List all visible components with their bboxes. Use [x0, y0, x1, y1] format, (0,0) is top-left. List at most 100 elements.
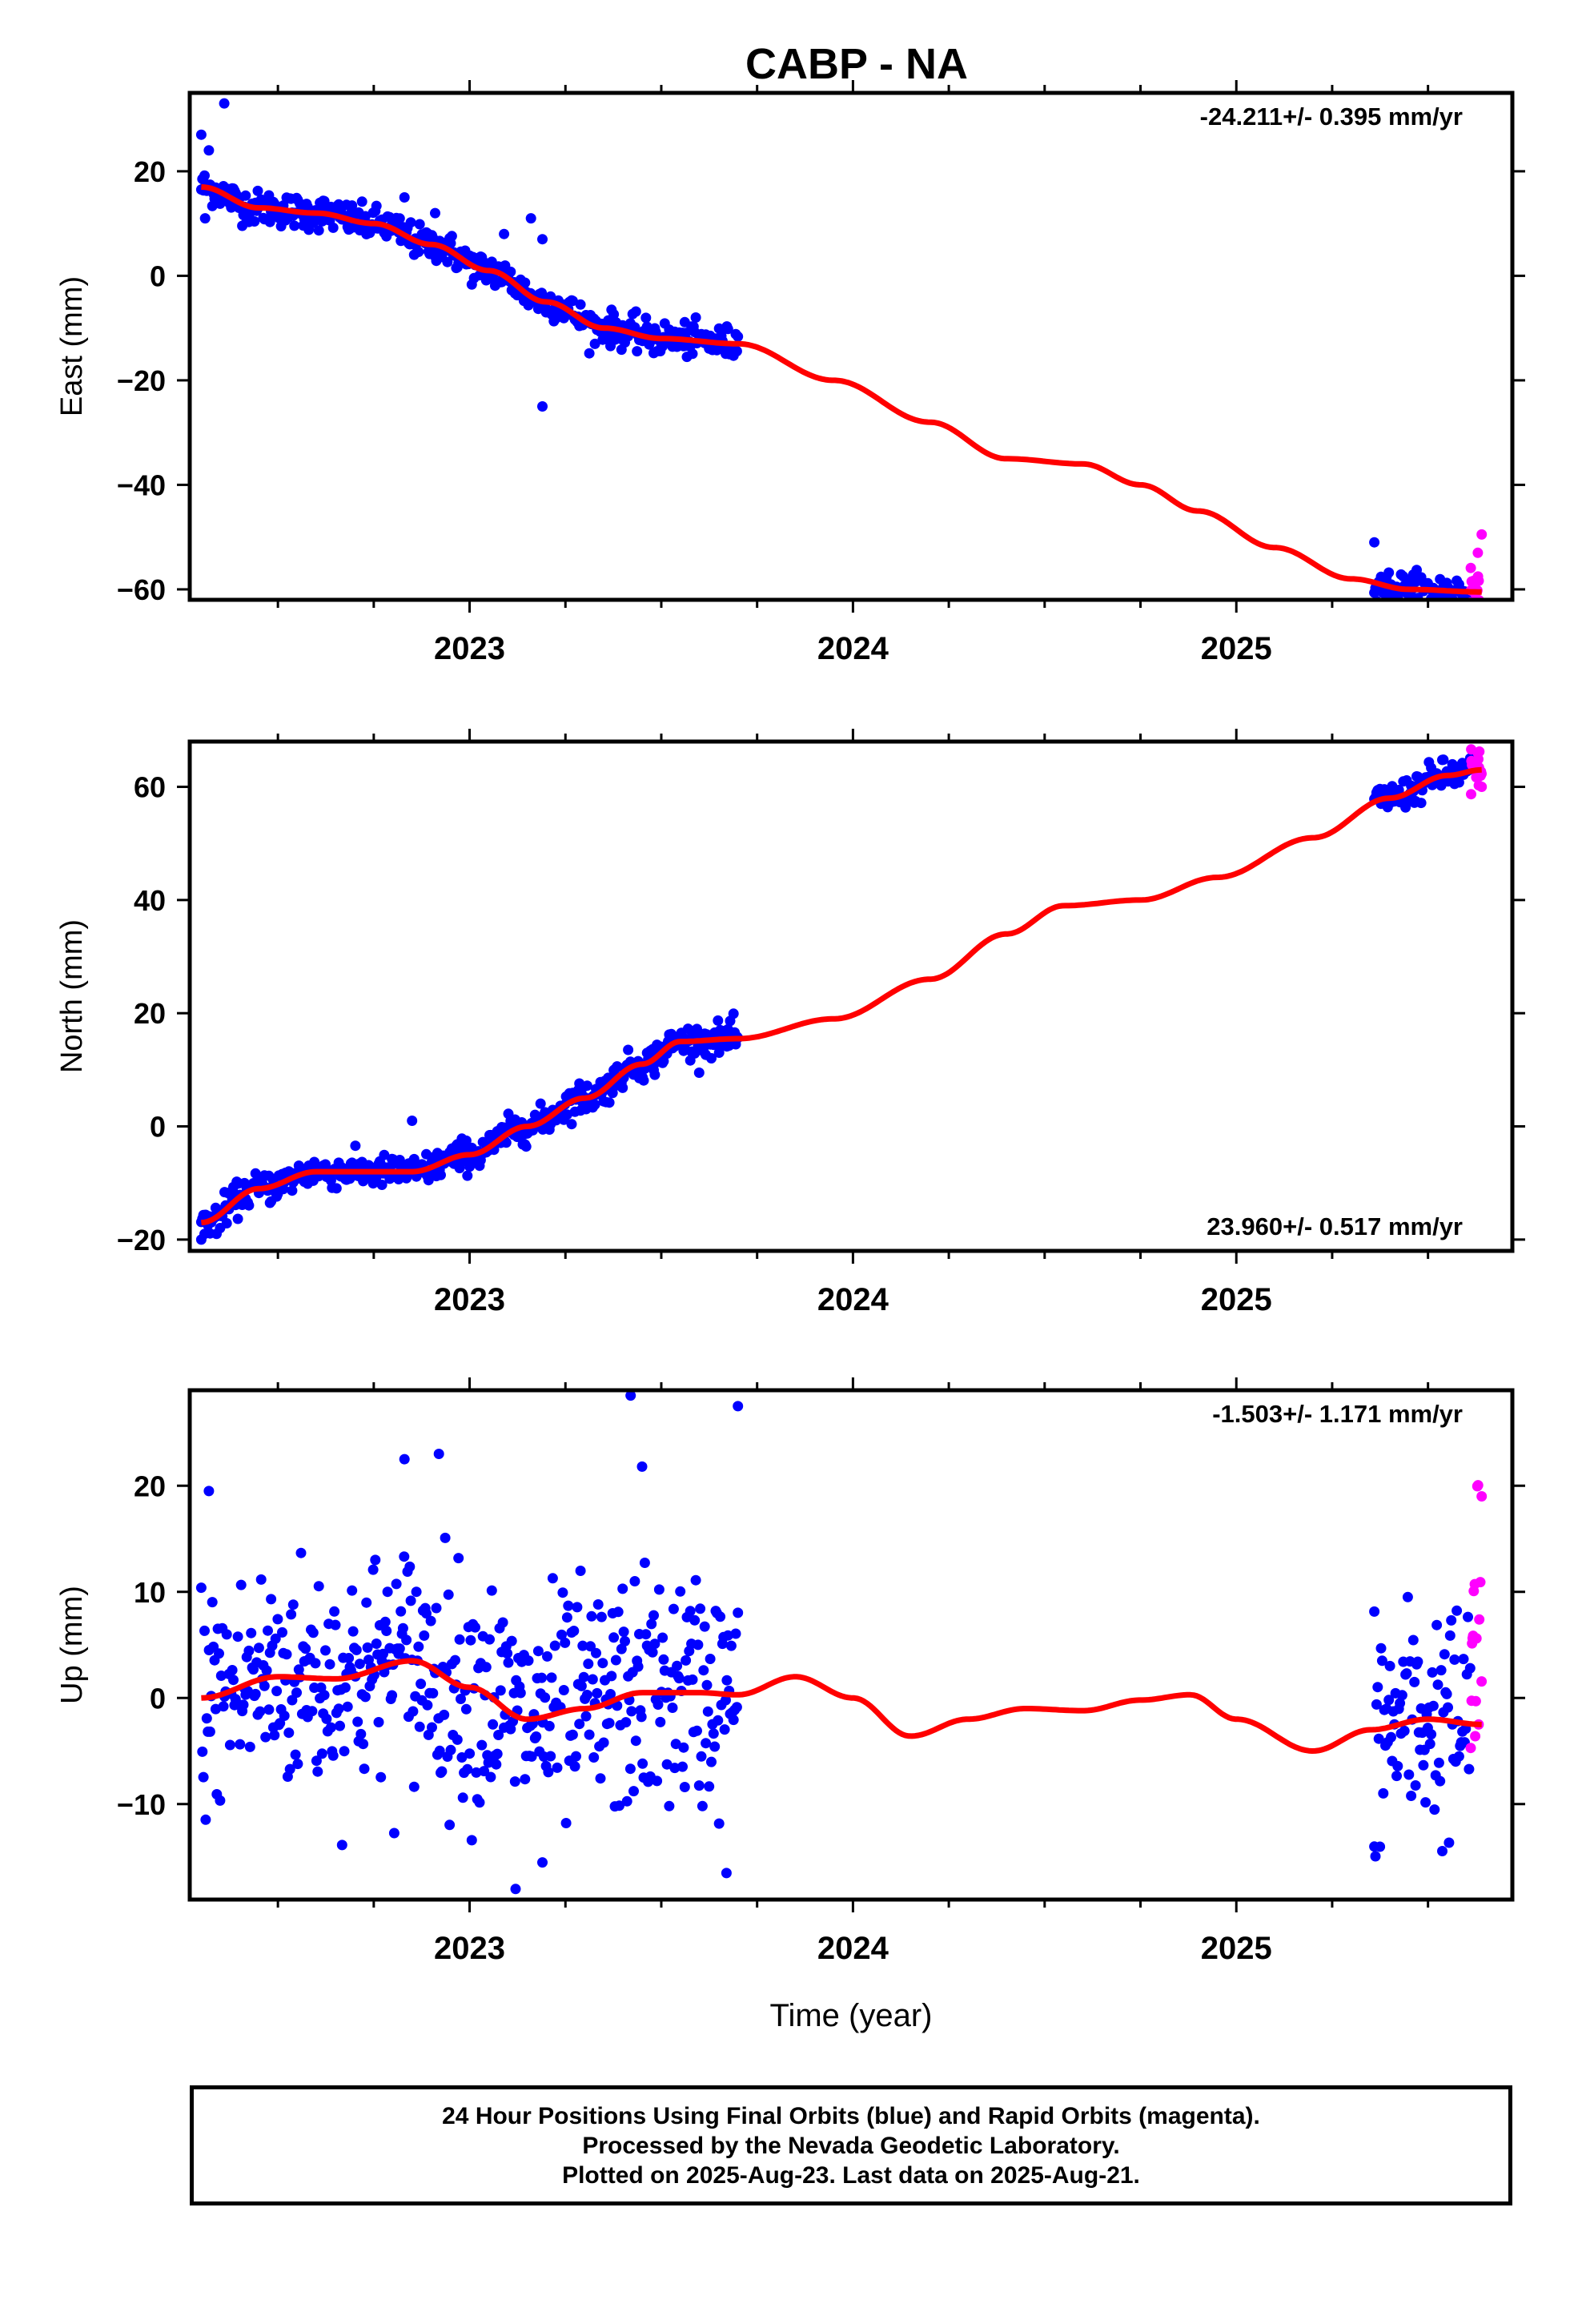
final-point: [1420, 1797, 1431, 1808]
final-point: [592, 1599, 604, 1610]
final-point: [520, 1774, 531, 1785]
final-point: [339, 1682, 351, 1693]
final-point: [1464, 1663, 1476, 1674]
final-point: [405, 1595, 416, 1606]
final-point: [287, 1695, 298, 1706]
final-point: [456, 1752, 468, 1763]
final-point: [705, 1654, 716, 1664]
final-point: [235, 1739, 246, 1750]
final-point: [620, 1717, 632, 1728]
final-point: [454, 1634, 465, 1645]
final-point: [728, 1008, 739, 1019]
final-point: [685, 1606, 696, 1617]
final-point: [215, 1671, 227, 1681]
final-point: [376, 1180, 387, 1190]
footer-line-3: Plotted on 2025-Aug-23. Last data on 202…: [562, 2161, 1140, 2189]
final-point: [1418, 1759, 1429, 1771]
final-point: [351, 1644, 362, 1655]
final-point: [612, 1061, 623, 1072]
final-point: [263, 1625, 273, 1636]
final-point: [286, 1609, 297, 1620]
final-point: [520, 1141, 532, 1152]
final-point: [316, 1748, 327, 1759]
final-point: [1431, 1619, 1443, 1630]
outlier-point: [195, 129, 207, 140]
final-point: [572, 1602, 583, 1613]
final-point: [218, 1701, 229, 1712]
final-point: [1435, 1665, 1447, 1676]
final-point: [523, 1655, 534, 1667]
north-model-line: [201, 766, 1482, 1226]
final-point: [687, 348, 698, 360]
final-point: [647, 1647, 658, 1658]
final-point: [352, 1716, 363, 1727]
final-point: [1407, 1634, 1419, 1646]
final-point: [713, 1818, 725, 1829]
final-point: [552, 1762, 563, 1773]
final-point: [1401, 1668, 1412, 1679]
outlier-point: [219, 98, 230, 109]
final-point: [405, 217, 416, 228]
final-point: [235, 1579, 247, 1590]
final-point: [492, 1748, 503, 1759]
x-tick-label: 2023: [434, 1282, 505, 1317]
north-y-axis-label: North (mm): [55, 919, 89, 1073]
final-point: [483, 1757, 494, 1768]
final-point: [291, 1687, 302, 1699]
final-point: [414, 219, 425, 230]
final-point: [509, 1776, 520, 1787]
final-point: [436, 1766, 448, 1777]
panel-up: −10 0 10 20 2023 2024 2025 Up (mm) Time (year) -1…: [55, 1377, 1525, 2033]
final-point: [649, 1638, 661, 1650]
final-point: [664, 1800, 675, 1811]
final-point: [698, 1665, 709, 1676]
outlier-point: [1476, 782, 1488, 792]
final-point: [1449, 1654, 1460, 1665]
outlier-point: [525, 213, 536, 224]
final-point: [375, 1771, 387, 1783]
final-point: [480, 1662, 492, 1673]
outlier-point: [499, 228, 510, 239]
final-point: [1441, 1688, 1452, 1699]
final-point: [679, 1782, 690, 1792]
final-point: [387, 1690, 398, 1701]
final-point: [1460, 605, 1471, 615]
final-point: [476, 1739, 488, 1751]
final-point: [584, 1729, 595, 1740]
final-point: [526, 1751, 537, 1762]
y-tick-label: −60: [117, 573, 166, 606]
final-point: [311, 1755, 322, 1767]
final-point: [382, 1586, 393, 1598]
final-point: [408, 1706, 419, 1717]
final-point: [310, 1658, 321, 1669]
final-point: [549, 1640, 560, 1651]
final-point: [232, 1631, 243, 1642]
final-point: [640, 1629, 652, 1640]
final-point: [283, 1727, 295, 1739]
outlier-point: [203, 145, 215, 156]
final-point: [287, 1599, 299, 1610]
final-point: [204, 1726, 215, 1737]
final-point: [454, 1163, 465, 1174]
final-point: [608, 309, 620, 320]
final-point: [1403, 1769, 1415, 1780]
final-point: [408, 1781, 420, 1792]
x-axis-label: Time (year): [770, 1998, 933, 2033]
final-point: [576, 1680, 587, 1691]
final-point: [709, 1741, 721, 1752]
final-point: [462, 1170, 473, 1181]
final-point: [427, 1722, 437, 1733]
up-model-line: [201, 1658, 1482, 1754]
final-point: [581, 1080, 592, 1092]
final-point: [350, 1140, 361, 1152]
y-tick-label: 0: [150, 259, 166, 292]
final-point: [422, 1699, 433, 1711]
final-point: [342, 1701, 353, 1712]
final-point: [608, 1632, 620, 1643]
final-point: [617, 1082, 628, 1093]
final-point: [333, 1703, 344, 1715]
final-point: [578, 1671, 589, 1683]
final-point: [255, 1706, 266, 1717]
final-point: [452, 1734, 463, 1745]
east-rate-label: -24.211+/- 0.395 mm/yr: [1200, 103, 1463, 131]
